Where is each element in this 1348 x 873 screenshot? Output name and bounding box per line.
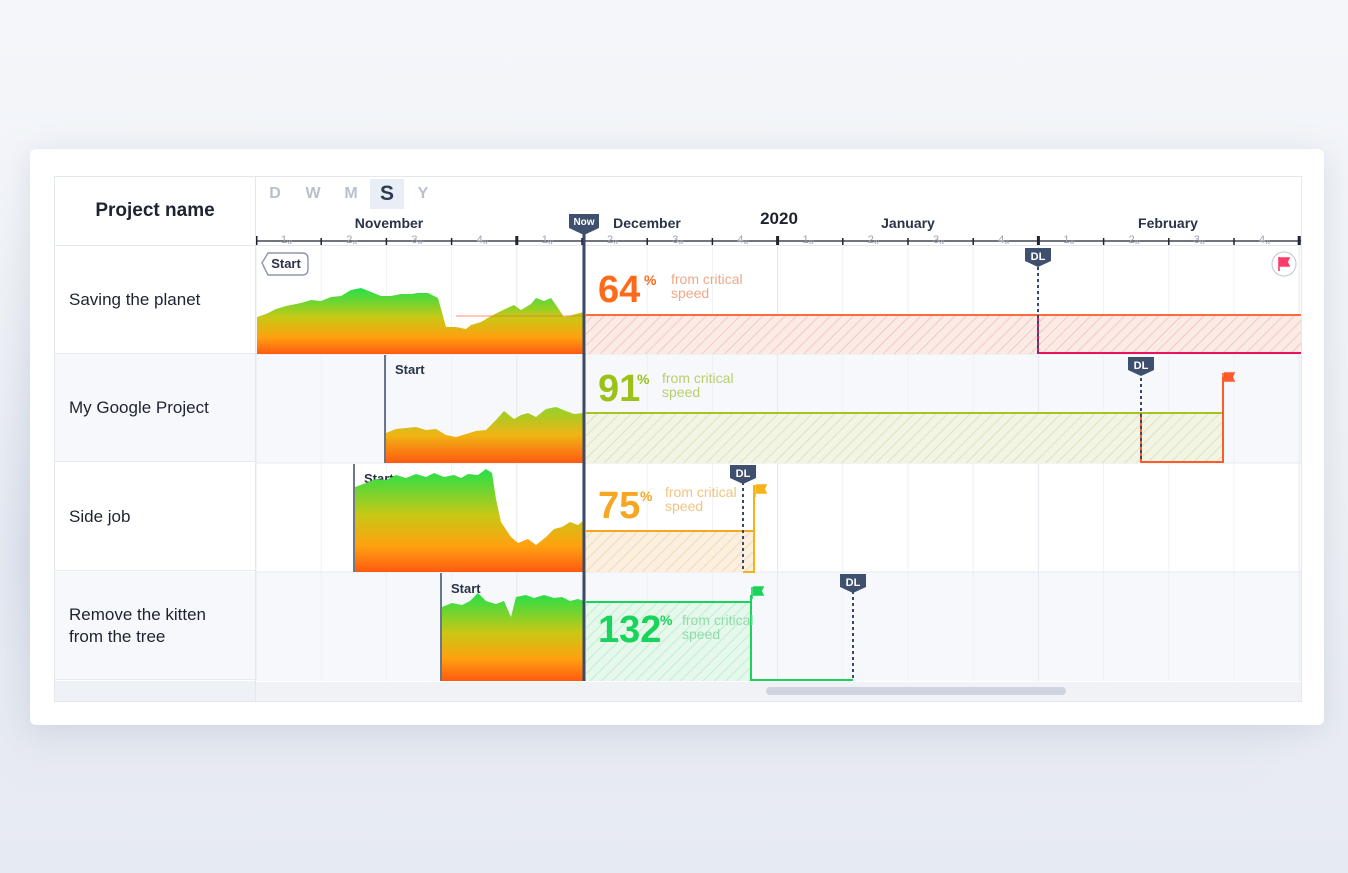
speed-percent-value: 64 xyxy=(598,269,640,311)
deadline-marker[interactable]: DL xyxy=(840,574,866,593)
week-number-label: 2w xyxy=(868,234,880,246)
start-marker-button[interactable]: Start xyxy=(261,252,309,276)
finish-flag xyxy=(751,586,765,599)
project-name-label: My Google Project xyxy=(69,397,209,417)
forecast-area xyxy=(586,531,754,572)
project-row-name[interactable]: Remove the kitten from the tree xyxy=(55,572,255,680)
now-marker: Now xyxy=(569,214,599,235)
week-number-label: 3w xyxy=(1194,234,1206,246)
speed-caption: speed xyxy=(682,626,720,642)
deadline-label: DL xyxy=(1031,251,1046,263)
percent-sign: % xyxy=(660,612,673,628)
deadline-marker[interactable]: DL xyxy=(730,465,756,484)
speed-caption: from critical xyxy=(671,271,743,287)
speed-caption: speed xyxy=(665,498,703,514)
start-label: Start xyxy=(451,581,481,596)
project-name-header: Project name xyxy=(55,177,255,246)
progress-area xyxy=(355,469,584,572)
project-name-label: Remove the kitten from the tree xyxy=(69,604,207,646)
timeline-grid: Project name Saving the planet My Google… xyxy=(54,176,1302,702)
progress-area xyxy=(257,288,584,354)
week-number-label: 2w xyxy=(346,234,358,246)
flag-icon xyxy=(1222,372,1236,385)
deadline-gap-line xyxy=(1140,377,1224,463)
deadline-marker[interactable]: DL xyxy=(1025,248,1051,267)
speed-percent-value: 132 xyxy=(598,609,661,651)
flag-icon xyxy=(751,586,765,599)
timeline-chart: November December January February 2020 … xyxy=(256,209,1301,681)
forecast-area xyxy=(586,602,751,681)
start-label: Start xyxy=(271,256,301,271)
zoom-option-day[interactable]: D xyxy=(269,185,281,202)
project-name-label: Side job xyxy=(69,506,131,526)
month-label-january: January xyxy=(881,215,935,231)
week-number-label: 1w xyxy=(281,234,293,246)
week-number-label: 2w xyxy=(1129,234,1141,246)
row-background xyxy=(256,572,1301,681)
speed-percent-value: 75 xyxy=(598,485,640,527)
week-number-label: 4w xyxy=(1259,234,1271,246)
zoom-switcher: D W M S Y xyxy=(256,179,442,209)
week-number-label: 3w xyxy=(411,234,423,246)
flag-icon xyxy=(754,484,768,497)
zoom-option-month[interactable]: M xyxy=(344,185,358,202)
week-ticks: 1w 2w 3w 4w 1w 2w 3w 4w 1w 2w 3w 4w 1w 2w 3w 4w xyxy=(256,234,1301,246)
week-number-label: 3w xyxy=(933,234,945,246)
finish-flag xyxy=(1222,372,1236,385)
finish-flag-button[interactable] xyxy=(1271,251,1297,277)
horizontal-scrollbar[interactable] xyxy=(256,682,1301,701)
deadline-label: DL xyxy=(1134,360,1149,372)
flag-icon xyxy=(1278,257,1291,271)
project-column: Project name Saving the planet My Google… xyxy=(55,177,256,701)
finish-flag xyxy=(754,484,768,497)
year-label: 2020 xyxy=(760,209,798,228)
week-number-label: 1w xyxy=(1063,234,1075,246)
speed-caption: from critical xyxy=(665,484,737,500)
month-label-november: November xyxy=(355,215,424,231)
week-number-label: 4w xyxy=(477,234,489,246)
percent-sign: % xyxy=(637,371,650,387)
project-row-name[interactable]: My Google Project xyxy=(55,354,255,462)
deadline-label: DL xyxy=(846,577,861,589)
percent-sign: % xyxy=(644,272,657,288)
deadline-gap-line xyxy=(743,485,755,573)
zoom-option-year[interactable]: Y xyxy=(417,185,429,202)
progress-area xyxy=(386,407,584,463)
zoom-option-season[interactable]: S xyxy=(370,179,404,209)
speed-caption: speed xyxy=(662,384,700,400)
deadline-label: DL xyxy=(736,468,751,480)
week-number-label: 4w xyxy=(998,234,1010,246)
deadline-gap-line xyxy=(750,595,853,681)
speed-caption: speed xyxy=(671,285,709,301)
scrollbar-thumb[interactable] xyxy=(766,687,1066,695)
speed-percent-value: 91 xyxy=(598,368,640,410)
speed-caption: from critical xyxy=(662,370,734,386)
week-number-label: 1w xyxy=(803,234,815,246)
project-row-name[interactable]: Saving the planet xyxy=(55,246,255,354)
week-number-label: 4w xyxy=(737,234,749,246)
deadline-marker[interactable]: DL xyxy=(1128,357,1154,376)
week-number-label: 1w xyxy=(542,234,554,246)
month-label-december: December xyxy=(613,215,681,231)
month-label-february: February xyxy=(1138,215,1198,231)
project-row-name[interactable]: Side job xyxy=(55,463,255,571)
week-number-label: 3w xyxy=(672,234,684,246)
percent-sign: % xyxy=(640,488,653,504)
project-column-footer xyxy=(55,681,255,701)
progress-area xyxy=(442,593,584,681)
forecast-area xyxy=(586,316,1301,354)
project-name-label: Saving the planet xyxy=(69,289,201,309)
now-label: Now xyxy=(573,217,594,228)
speed-caption: from critical xyxy=(682,612,754,628)
zoom-option-week[interactable]: W xyxy=(305,185,321,202)
week-number-label: 2w xyxy=(607,234,619,246)
start-label: Start xyxy=(395,362,425,377)
forecast-area xyxy=(586,413,1223,463)
